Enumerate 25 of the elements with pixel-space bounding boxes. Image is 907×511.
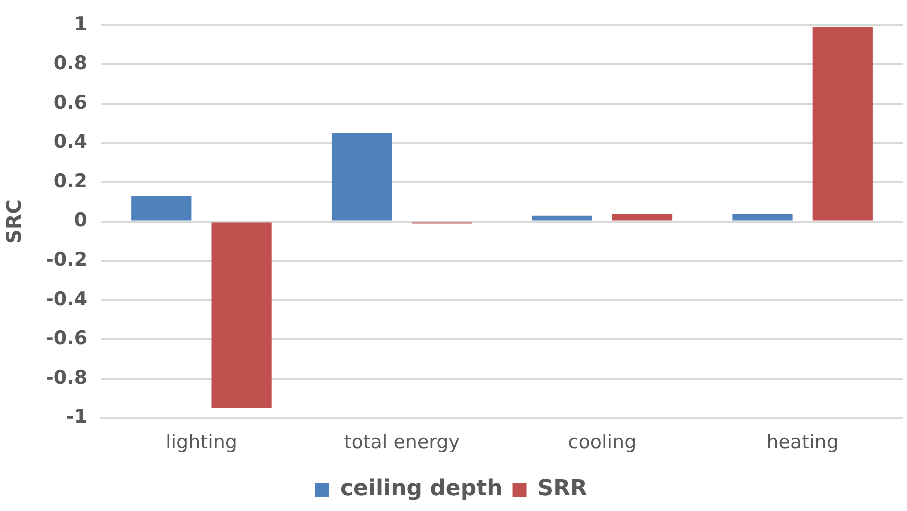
y-tick-label: 0 bbox=[74, 210, 88, 232]
y-tick-label: -1 bbox=[66, 406, 88, 428]
y-tick-label: -0.2 bbox=[46, 249, 88, 272]
bar bbox=[812, 27, 873, 221]
bar bbox=[132, 196, 192, 221]
y-tick-label: -0.4 bbox=[46, 288, 88, 310]
y-tick-label: 0.6 bbox=[54, 92, 88, 114]
x-tick-label: cooling bbox=[568, 432, 637, 454]
bar bbox=[332, 133, 392, 221]
bar bbox=[532, 216, 592, 221]
x-tick-label: heating bbox=[766, 432, 839, 454]
legend-label: ceiling depth bbox=[340, 476, 503, 502]
y-tick-label: 0.8 bbox=[54, 52, 88, 75]
bar bbox=[612, 214, 673, 221]
y-axis-title: SRC bbox=[2, 200, 26, 244]
y-tick-label: 0.2 bbox=[54, 170, 88, 192]
bar bbox=[732, 214, 793, 221]
x-tick-label: total energy bbox=[344, 432, 460, 454]
y-tick-label: 0.4 bbox=[54, 131, 88, 154]
y-tick-label: 1 bbox=[74, 13, 88, 36]
y-tick-label: -0.8 bbox=[46, 366, 88, 389]
legend-label: SRR bbox=[538, 476, 588, 502]
y-tick-label: -0.6 bbox=[46, 328, 88, 350]
bar bbox=[212, 222, 272, 408]
x-tick-label: lighting bbox=[166, 432, 238, 454]
